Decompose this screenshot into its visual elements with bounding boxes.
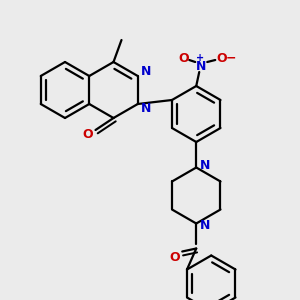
Text: +: + <box>196 53 204 63</box>
Text: N: N <box>200 219 210 232</box>
Text: −: − <box>226 52 236 64</box>
Text: N: N <box>141 101 151 115</box>
Text: O: O <box>169 251 180 264</box>
Text: N: N <box>200 159 210 172</box>
Text: N: N <box>196 59 206 73</box>
Text: N: N <box>141 65 151 79</box>
Text: O: O <box>178 52 189 64</box>
Text: O: O <box>216 52 226 64</box>
Text: O: O <box>82 128 93 142</box>
